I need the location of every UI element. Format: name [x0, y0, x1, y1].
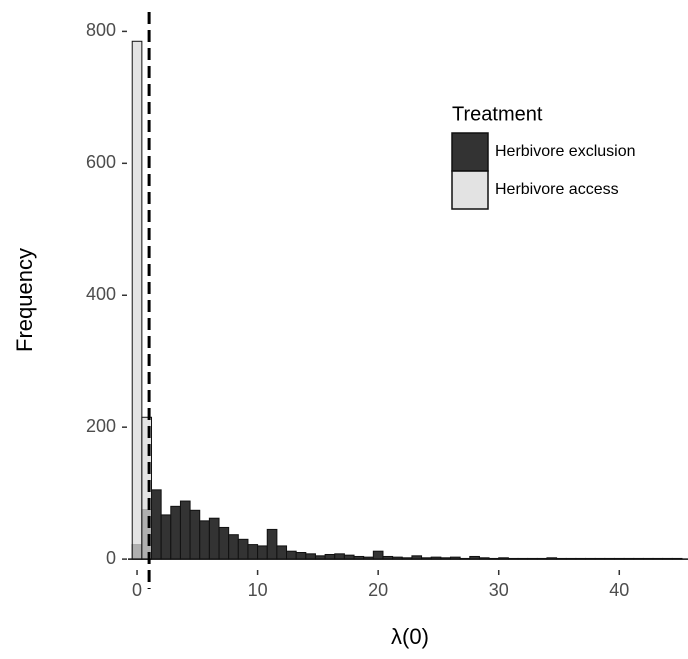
bar [208, 517, 220, 560]
bar [228, 534, 239, 560]
bar [218, 526, 230, 560]
bar [189, 509, 201, 560]
legend-title: Treatment [452, 103, 543, 125]
x-tick-label: 20 [368, 580, 388, 600]
x-axis-title: λ(0) [391, 624, 429, 649]
bar [266, 528, 278, 560]
bar [237, 538, 249, 560]
bar [247, 544, 259, 560]
bar [151, 489, 162, 560]
x-tick-label: 30 [489, 580, 509, 600]
bar [295, 552, 307, 560]
legend-swatch [451, 132, 489, 172]
x-tick-label: 0 [132, 580, 142, 600]
y-tick-label: 600 [86, 152, 116, 172]
y-tick-label: 400 [86, 284, 116, 304]
bar [286, 550, 297, 560]
bar [199, 520, 210, 560]
x-tick-label: 10 [248, 580, 268, 600]
bar [257, 545, 268, 560]
bar [170, 505, 181, 560]
y-tick-label: 200 [86, 416, 116, 436]
legend-label: Herbivore exclusion [495, 143, 636, 160]
legend-label: Herbivore access [495, 181, 619, 198]
y-axis-title: Frequency [12, 248, 37, 352]
legend-swatch [451, 170, 489, 210]
bar [334, 553, 345, 560]
y-tick-label: 0 [106, 548, 116, 568]
bar [305, 553, 316, 560]
y-tick-label: 800 [86, 20, 116, 40]
bar [276, 545, 288, 560]
bar [131, 40, 143, 560]
bar [372, 550, 384, 560]
bar [179, 500, 191, 560]
x-tick-label: 40 [609, 580, 629, 600]
bar [160, 514, 172, 560]
